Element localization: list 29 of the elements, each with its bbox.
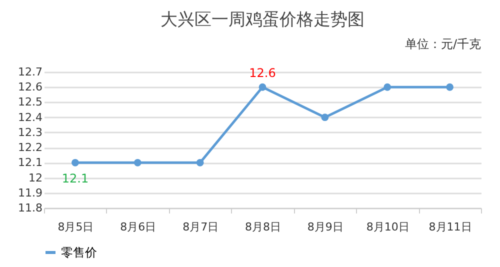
x-tick-label: 8月5日: [58, 220, 94, 234]
data-label: 12.1: [62, 172, 89, 186]
point: [258, 83, 266, 91]
x-tick-label: 8月6日: [120, 220, 156, 234]
y-tick-label: 11.8: [18, 202, 42, 214]
point: [446, 83, 454, 91]
x-tick-label: 8月9日: [307, 220, 344, 234]
y-tick-label: 12.4: [18, 110, 42, 124]
point: [384, 83, 392, 91]
y-tick-label: 12.1: [18, 156, 42, 170]
x-tick-label: 8月7日: [182, 220, 219, 234]
y-tick-label: 12.2: [18, 141, 42, 154]
text: 单位：元/千克: [404, 37, 481, 51]
legend-label: 零售价: [61, 246, 97, 260]
y-tick-label: 12.6: [18, 80, 42, 94]
chart-title: 大兴区一周鸡蛋价格走势图: [160, 10, 364, 30]
x-tick-label: 8月10日: [366, 220, 410, 234]
x-tick-label: 8月11日: [428, 220, 472, 234]
y-tick-label: 12: [28, 171, 42, 184]
x-tick-label: 8月8日: [245, 220, 281, 234]
point: [196, 158, 204, 166]
point: [321, 114, 329, 122]
y-tick-label: 12.3: [18, 126, 42, 139]
y-tick-label: 11.9: [18, 186, 42, 200]
data-label: 12.6: [249, 66, 276, 80]
y-tick-label: 12.7: [18, 66, 42, 78]
point: [134, 158, 142, 166]
point: [72, 158, 79, 166]
y-tick-label: 12.5: [18, 96, 42, 109]
